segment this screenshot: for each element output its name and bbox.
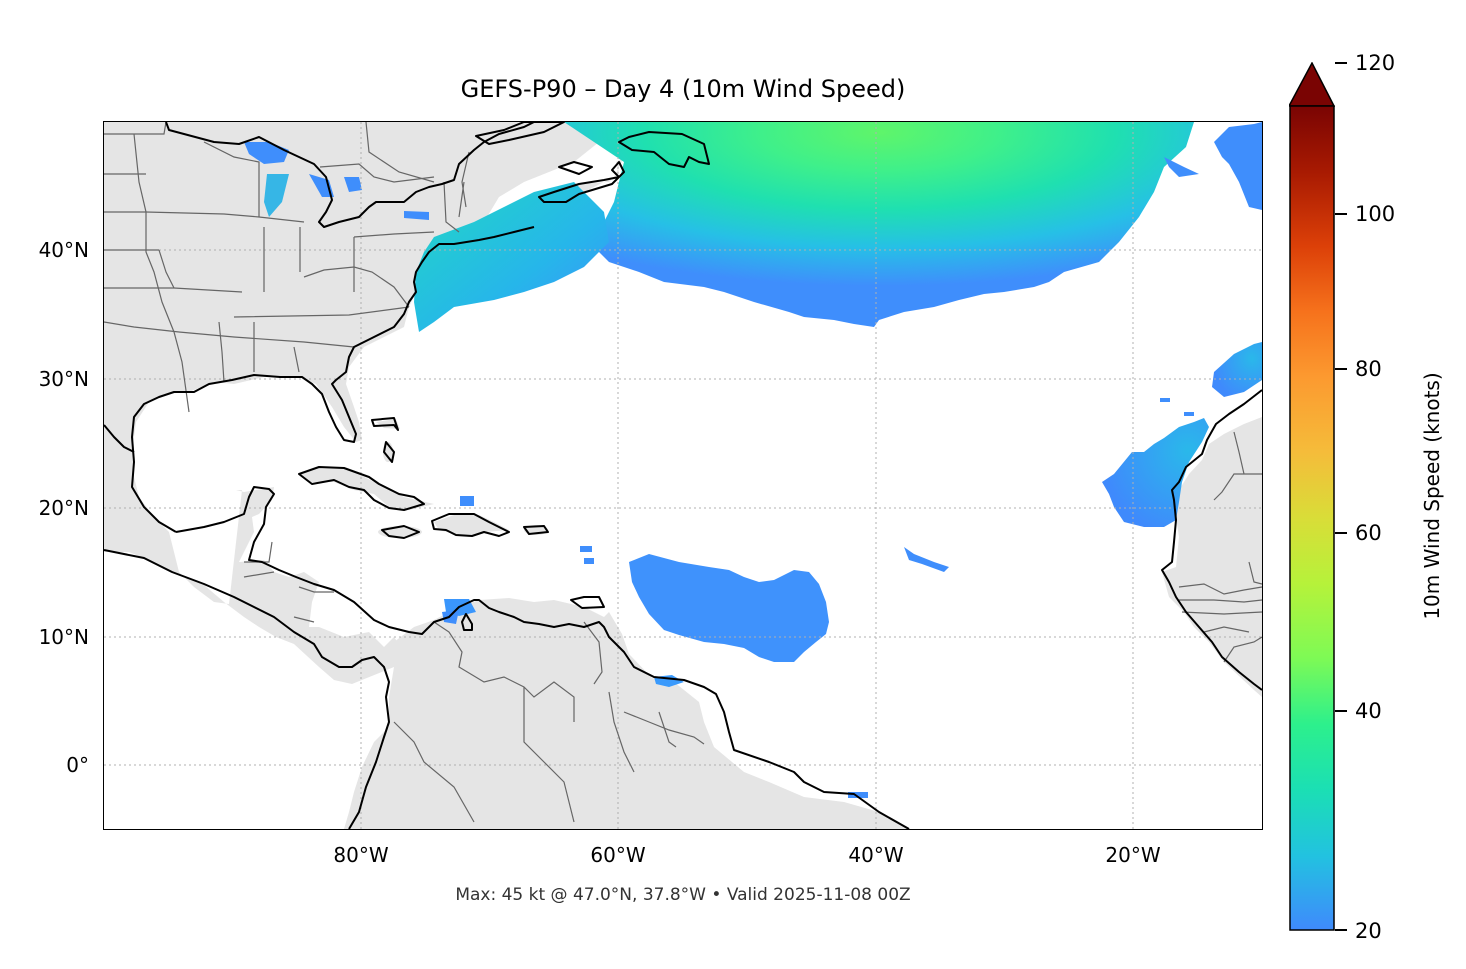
x-tick-label: 80°W <box>333 843 389 867</box>
map-plot-area <box>104 122 1262 829</box>
colorbar-tick-mark <box>1335 62 1347 64</box>
colorbar <box>1287 61 1336 931</box>
colorbar-tick-label: 40 <box>1355 699 1382 723</box>
state-borders <box>104 122 1262 823</box>
colorbar-tick-mark <box>1335 368 1347 370</box>
y-tick-label: 30°N <box>38 367 89 391</box>
colorbar-tick-mark <box>1335 532 1347 534</box>
gridlines <box>104 122 1262 829</box>
y-tick-label: 20°N <box>38 496 89 520</box>
colorbar-label: 10m Wind Speed (knots) <box>1420 372 1444 620</box>
colorbar-tick-label: 20 <box>1355 919 1382 943</box>
wind-speed-field <box>244 122 1262 798</box>
y-tick-label: 10°N <box>38 625 89 649</box>
chart-title: GEFS-P90 – Day 4 (10m Wind Speed) <box>460 75 906 103</box>
colorbar-tick-mark <box>1335 213 1347 215</box>
colorbar-tick-mark <box>1335 929 1347 931</box>
max-value-footnote: Max: 45 kt @ 47.0°N, 37.8°W • Valid 2025… <box>455 885 911 905</box>
x-tick-label: 40°W <box>848 843 904 867</box>
coastlines <box>104 122 1262 829</box>
y-tick-label: 40°N <box>38 238 89 262</box>
x-tick-label: 20°W <box>1105 843 1161 867</box>
colorbar-tick-mark <box>1335 710 1347 712</box>
colorbar-tick-label: 80 <box>1355 357 1382 381</box>
colorbar-tick-label: 60 <box>1355 521 1382 545</box>
y-tick-label: 0° <box>66 753 89 777</box>
x-tick-label: 60°W <box>590 843 646 867</box>
colorbar-tick-label: 120 <box>1355 51 1396 75</box>
colorbar-tick-label: 100 <box>1355 202 1396 226</box>
